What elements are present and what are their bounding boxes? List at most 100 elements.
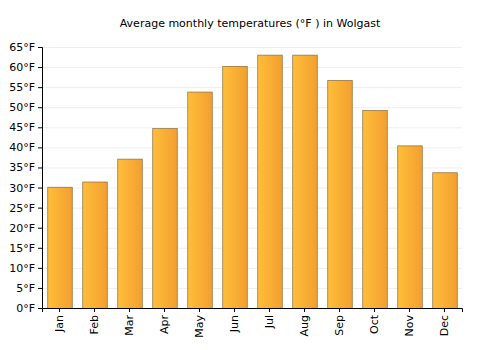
y-tick-mark: [38, 188, 42, 189]
x-tick-label: Sep: [333, 315, 346, 336]
x-tick-mark: [444, 308, 445, 312]
x-tick-mark: [374, 308, 375, 312]
x-tick-label: Nov: [403, 315, 416, 337]
bar: [223, 66, 248, 308]
y-tick-mark: [38, 288, 42, 289]
x-tick-mark: [304, 308, 305, 312]
x-tick: Mar: [123, 308, 136, 336]
bar: [118, 159, 143, 308]
y-tick-label: 0°F: [16, 302, 35, 315]
x-tick: Jul: [263, 308, 276, 329]
y-tick-mark: [38, 147, 42, 148]
bar: [433, 173, 458, 308]
bar: [293, 55, 318, 308]
y-tick-mark: [38, 228, 42, 229]
x-tick: Oct: [368, 308, 381, 334]
grid-line: [42, 47, 462, 48]
y-tick: 25°F: [9, 202, 42, 215]
title: Average monthly temperatures (°F ) in Wo…: [120, 17, 381, 30]
y-tick: 20°F: [9, 222, 42, 235]
chart: 0°F 5°F 10°F 15°F 20°F 25°F 30°F 35°F 40°F 45°F 50…: [0, 0, 500, 350]
bars: [48, 55, 458, 308]
x-tick-label: Mar: [123, 315, 136, 336]
x-tick-label: Jun: [228, 315, 241, 333]
y-tick: 0°F: [16, 302, 42, 315]
bar: [398, 146, 423, 308]
y-tick-mark: [38, 87, 42, 88]
y-tick: 10°F: [9, 262, 42, 275]
x-tick-label: May: [193, 315, 206, 338]
x-tick-label: Feb: [88, 315, 101, 334]
y-tick-mark: [38, 308, 42, 309]
y-tick-mark: [38, 208, 42, 209]
x-tick: May: [193, 308, 206, 338]
y-tick-label: 25°F: [9, 202, 35, 215]
x-tick: Jun: [228, 308, 241, 333]
y-axis: 0°F 5°F 10°F 15°F 20°F 25°F 30°F 35°F 40°F 45°F 50…: [9, 41, 42, 315]
bar: [48, 187, 73, 308]
x-tick-mark: [269, 308, 270, 312]
x-tick: Nov: [403, 308, 416, 336]
y-tick: 15°F: [9, 242, 42, 255]
grid: [42, 48, 462, 309]
plot: 0°F 5°F 10°F 15°F 20°F 25°F 30°F 35°F 40°F 45°F 50…: [9, 41, 462, 338]
y-tick: 40°F: [9, 141, 42, 154]
bar: [258, 55, 283, 308]
x-tick-label: Jan: [53, 315, 66, 333]
x-tick-label: Dec: [438, 315, 451, 336]
x-tick-label: Apr: [158, 315, 171, 335]
y-tick-label: 30°F: [9, 182, 35, 195]
x-tick-mark: [339, 308, 340, 312]
y-tick-label: 40°F: [9, 141, 35, 154]
bar: [153, 129, 178, 308]
x-tick: Feb: [88, 308, 101, 334]
x-tick: Dec: [438, 308, 451, 336]
y-tick-mark: [38, 67, 42, 68]
y-tick-mark: [38, 107, 42, 108]
y-tick: 45°F: [9, 121, 42, 134]
y-tick-label: 50°F: [9, 101, 35, 114]
y-tick: 55°F: [9, 81, 42, 94]
y-tick-label: 65°F: [9, 41, 35, 54]
x-tick-label: Aug: [298, 315, 311, 336]
y-tick: 35°F: [9, 161, 42, 174]
grid-line: [42, 107, 462, 108]
y-tick: 5°F: [16, 282, 42, 295]
x-tick-mark: [409, 308, 410, 312]
grid-line: [42, 87, 462, 88]
x-tick: Apr: [158, 308, 171, 334]
y-tick-mark: [38, 127, 42, 128]
y-tick-label: 60°F: [9, 61, 35, 74]
y-tick-mark: [38, 47, 42, 48]
bar: [188, 92, 213, 308]
grid-line: [42, 127, 462, 128]
y-tick: 60°F: [9, 61, 42, 74]
y-axis-line: [38, 48, 43, 309]
x-axis-line: [43, 309, 463, 313]
x-tick: Aug: [298, 308, 311, 336]
y-tick: 65°F: [9, 41, 42, 54]
y-tick-label: 55°F: [9, 81, 35, 94]
x-tick-mark: [234, 308, 235, 312]
y-tick-label: 15°F: [9, 242, 35, 255]
y-tick-label: 20°F: [9, 222, 35, 235]
x-tick: Sep: [333, 308, 346, 336]
y-tick: 50°F: [9, 101, 42, 114]
y-tick-label: 35°F: [9, 161, 35, 174]
y-tick: 30°F: [9, 182, 42, 195]
x-tick: Jan: [53, 308, 66, 333]
y-tick-label: 10°F: [9, 262, 35, 275]
x-tick-mark: [129, 308, 130, 312]
y-tick-label: 45°F: [9, 121, 35, 134]
x-tick-label: Oct: [368, 314, 381, 334]
y-tick-mark: [38, 167, 42, 168]
x-tick-mark: [199, 308, 200, 312]
y-tick-mark: [38, 268, 42, 269]
y-tick-mark: [38, 248, 42, 249]
y-tick-label: 5°F: [16, 282, 35, 295]
bar: [363, 111, 388, 308]
x-tick-label: Jul: [263, 315, 276, 329]
x-tick-mark: [94, 308, 95, 312]
bar: [328, 80, 353, 308]
bar: [83, 182, 108, 308]
